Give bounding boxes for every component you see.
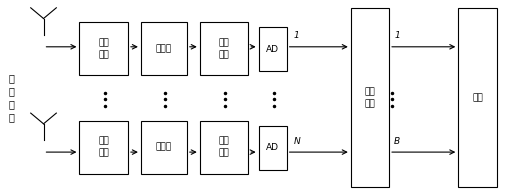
Bar: [200, 22, 248, 75]
Bar: [79, 22, 128, 75]
Text: AD: AD: [266, 45, 279, 54]
Bar: [458, 8, 497, 187]
Bar: [141, 22, 187, 75]
Bar: [259, 27, 287, 71]
Text: 下变频: 下变频: [156, 44, 172, 53]
Text: 天
线
阵
列: 天 线 阵 列: [8, 73, 14, 122]
Bar: [79, 121, 128, 174]
Text: 1: 1: [293, 31, 299, 40]
Text: B: B: [394, 137, 400, 146]
Text: AD: AD: [266, 143, 279, 152]
Bar: [141, 121, 187, 174]
Text: 放大
滤波: 放大 滤波: [219, 137, 229, 158]
Text: 放大
滤波: 放大 滤波: [98, 38, 109, 59]
Bar: [351, 8, 389, 187]
Bar: [200, 121, 248, 174]
Bar: [259, 126, 287, 170]
Text: 1: 1: [394, 31, 400, 40]
Text: 放大
滤波: 放大 滤波: [98, 137, 109, 158]
Text: 下变频: 下变频: [156, 143, 172, 152]
Text: 反演: 反演: [472, 93, 483, 102]
Text: 放大
滤波: 放大 滤波: [219, 38, 229, 59]
Text: 数字
相关: 数字 相关: [365, 87, 375, 108]
Text: N: N: [293, 137, 300, 146]
